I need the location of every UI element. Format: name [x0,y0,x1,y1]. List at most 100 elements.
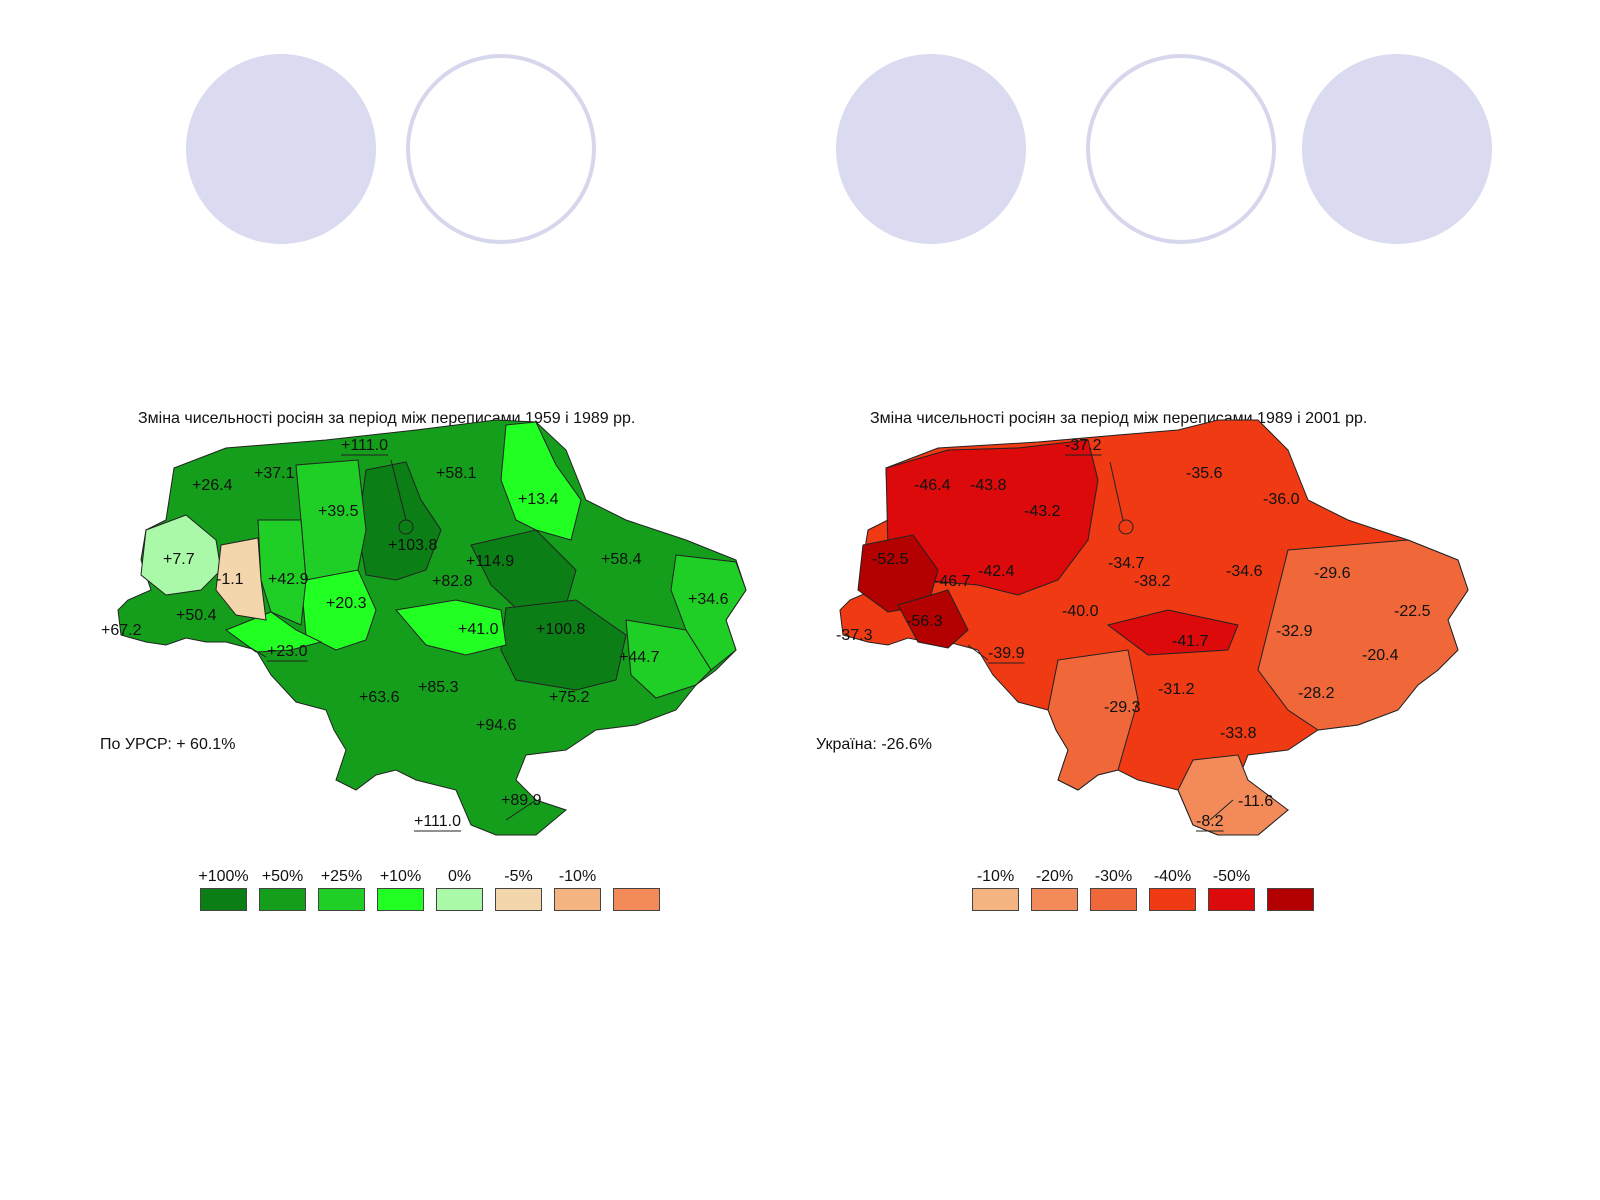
decorative-circle-filled [1302,54,1492,244]
leader-line [245,644,267,658]
left-region-value-label: +111.0 [341,437,388,454]
right-legend-swatch [1267,888,1314,911]
right-region-value-label: -33.8 [1220,725,1257,742]
left-region-value-label: +41.0 [458,621,499,638]
left-region-value-label: +114.9 [466,553,514,570]
right-region-east [1257,539,1469,731]
right-region-value-label: -43.2 [1024,503,1061,520]
left-region-value-label: +23.0 [267,643,308,660]
left-map-panel: Зміна чисельності росіян за період між п… [96,380,776,940]
left-legend-swatch [495,888,542,911]
left-legend-item: +25% [318,866,365,911]
right-region-value-label: -34.6 [1226,563,1263,580]
left-legend-swatch [436,888,483,911]
right-region-value-label: -29.3 [1104,699,1141,716]
left-legend-item: +100% [198,866,249,911]
left-region-value-label: +58.4 [601,551,642,568]
left-legend-swatch [200,888,247,911]
right-map-panel: Зміна чисельності росіян за період між п… [816,380,1498,940]
right-region-value-label: -40.0 [1062,603,1099,620]
left-region-value-label: +34.6 [688,591,729,608]
left-region-value-label: +58.1 [436,465,477,482]
left-legend-label: +50% [261,868,304,885]
leader-line [505,799,537,821]
decorative-circle-filled [836,54,1026,244]
left-region-value-label: +94.6 [476,717,517,734]
leader-line [1109,461,1124,521]
right-legend-item: -50% [1208,866,1255,911]
right-region-value-label: -31.2 [1158,681,1195,698]
left-region-value-label: +63.6 [359,689,400,706]
left-legend-label: -5% [504,868,533,885]
right-legend-item: -10% [972,866,1019,911]
decorative-circle-filled [186,54,376,244]
left-region-lviv [140,514,222,596]
left-legend-swatch [259,888,306,911]
left-legend-label: -10% [558,868,597,885]
left-region-value-label: +42.9 [268,571,309,588]
right-region-value-label: -46.4 [914,477,951,494]
right-legend-label: -30% [1094,868,1133,885]
right-legend-swatch [1208,888,1255,911]
right-region-value-label: -52.5 [872,551,909,568]
right-map-legend: -10% -20% -30% -40% -50% [972,866,1314,911]
left-region-dnipro [500,599,627,691]
left-region-kirovohrad [395,599,507,656]
left-region-value-label: +100.8 [536,621,585,638]
right-region-value-label: -29.6 [1314,565,1351,582]
right-region-value-label: -39.9 [988,645,1025,662]
right-choropleth-map: -37.2 -35.6 -46.4 -43.8 -43.2 -36.0 -34.7 -52.5… [836,419,1469,836]
right-region-value-label: -42.4 [978,563,1015,580]
left-region-chernihiv [500,421,582,541]
right-region-value-label: -36.0 [1263,491,1300,508]
right-region-value-label: -32.9 [1276,623,1313,640]
left-legend-item: +50% [259,866,306,911]
left-map-total: По УРСР: + 60.1% [100,736,236,753]
right-legend-swatch [972,888,1019,911]
left-region-luhansk [670,554,747,671]
right-map-total: Україна: -26.6% [816,736,933,753]
left-legend-label: +100% [198,868,249,885]
left-region-value-label: +44.7 [619,649,660,666]
left-region-value-label: +39.5 [318,503,359,520]
left-legend-item: -10% [554,866,601,911]
right-region-value-label: -34.7 [1108,555,1145,572]
kyiv-city-marker [398,519,414,535]
left-legend-item: +10% [377,866,424,911]
left-region-value-label: +50.4 [176,607,217,624]
left-legend-item: 0% [436,866,483,911]
left-region-value-label: +7.7 [163,551,195,568]
right-legend-label: -40% [1153,868,1192,885]
right-legend-swatch [1149,888,1196,911]
left-legend-label: +10% [379,868,422,885]
left-legend-item [613,866,660,911]
leader-line [967,644,989,661]
left-region-ternopil [215,537,267,621]
left-legend-label: +25% [320,868,363,885]
right-region-kherson [1106,609,1239,656]
right-region-zakarpattia [897,589,969,649]
right-region-value-label: -22.5 [1394,603,1431,620]
right-region-value-label: -43.8 [970,477,1007,494]
right-legend-item: -30% [1090,866,1137,911]
right-region-value-label: -37.3 [836,627,873,644]
right-region-value-label: -37.2 [1065,437,1102,454]
left-region-value-label: +82.8 [432,573,473,590]
left-legend-swatch [554,888,601,911]
left-region-value-label: +20.3 [326,595,367,612]
left-legend-swatch [318,888,365,911]
left-legend-swatch [377,888,424,911]
left-region-value-label: -1.1 [216,571,244,588]
left-region-value-label: +37.1 [254,465,295,482]
left-region-value-label: +103.8 [388,537,437,554]
right-map-labels: -37.2 -35.6 -46.4 -43.8 -43.2 -36.0 -34.7 -52.5… [836,437,1431,832]
left-region-value-label: +13.4 [518,491,559,508]
right-legend-item: -40% [1149,866,1196,911]
left-region-value-label: +26.4 [192,477,233,494]
right-region-value-label: -41.7 [1172,633,1209,650]
left-legend-label: 0% [447,868,472,885]
right-region-value-label: -35.6 [1186,465,1223,482]
right-legend-label: -20% [1035,868,1074,885]
left-legend-swatch [613,888,660,911]
right-legend-swatch [1031,888,1078,911]
